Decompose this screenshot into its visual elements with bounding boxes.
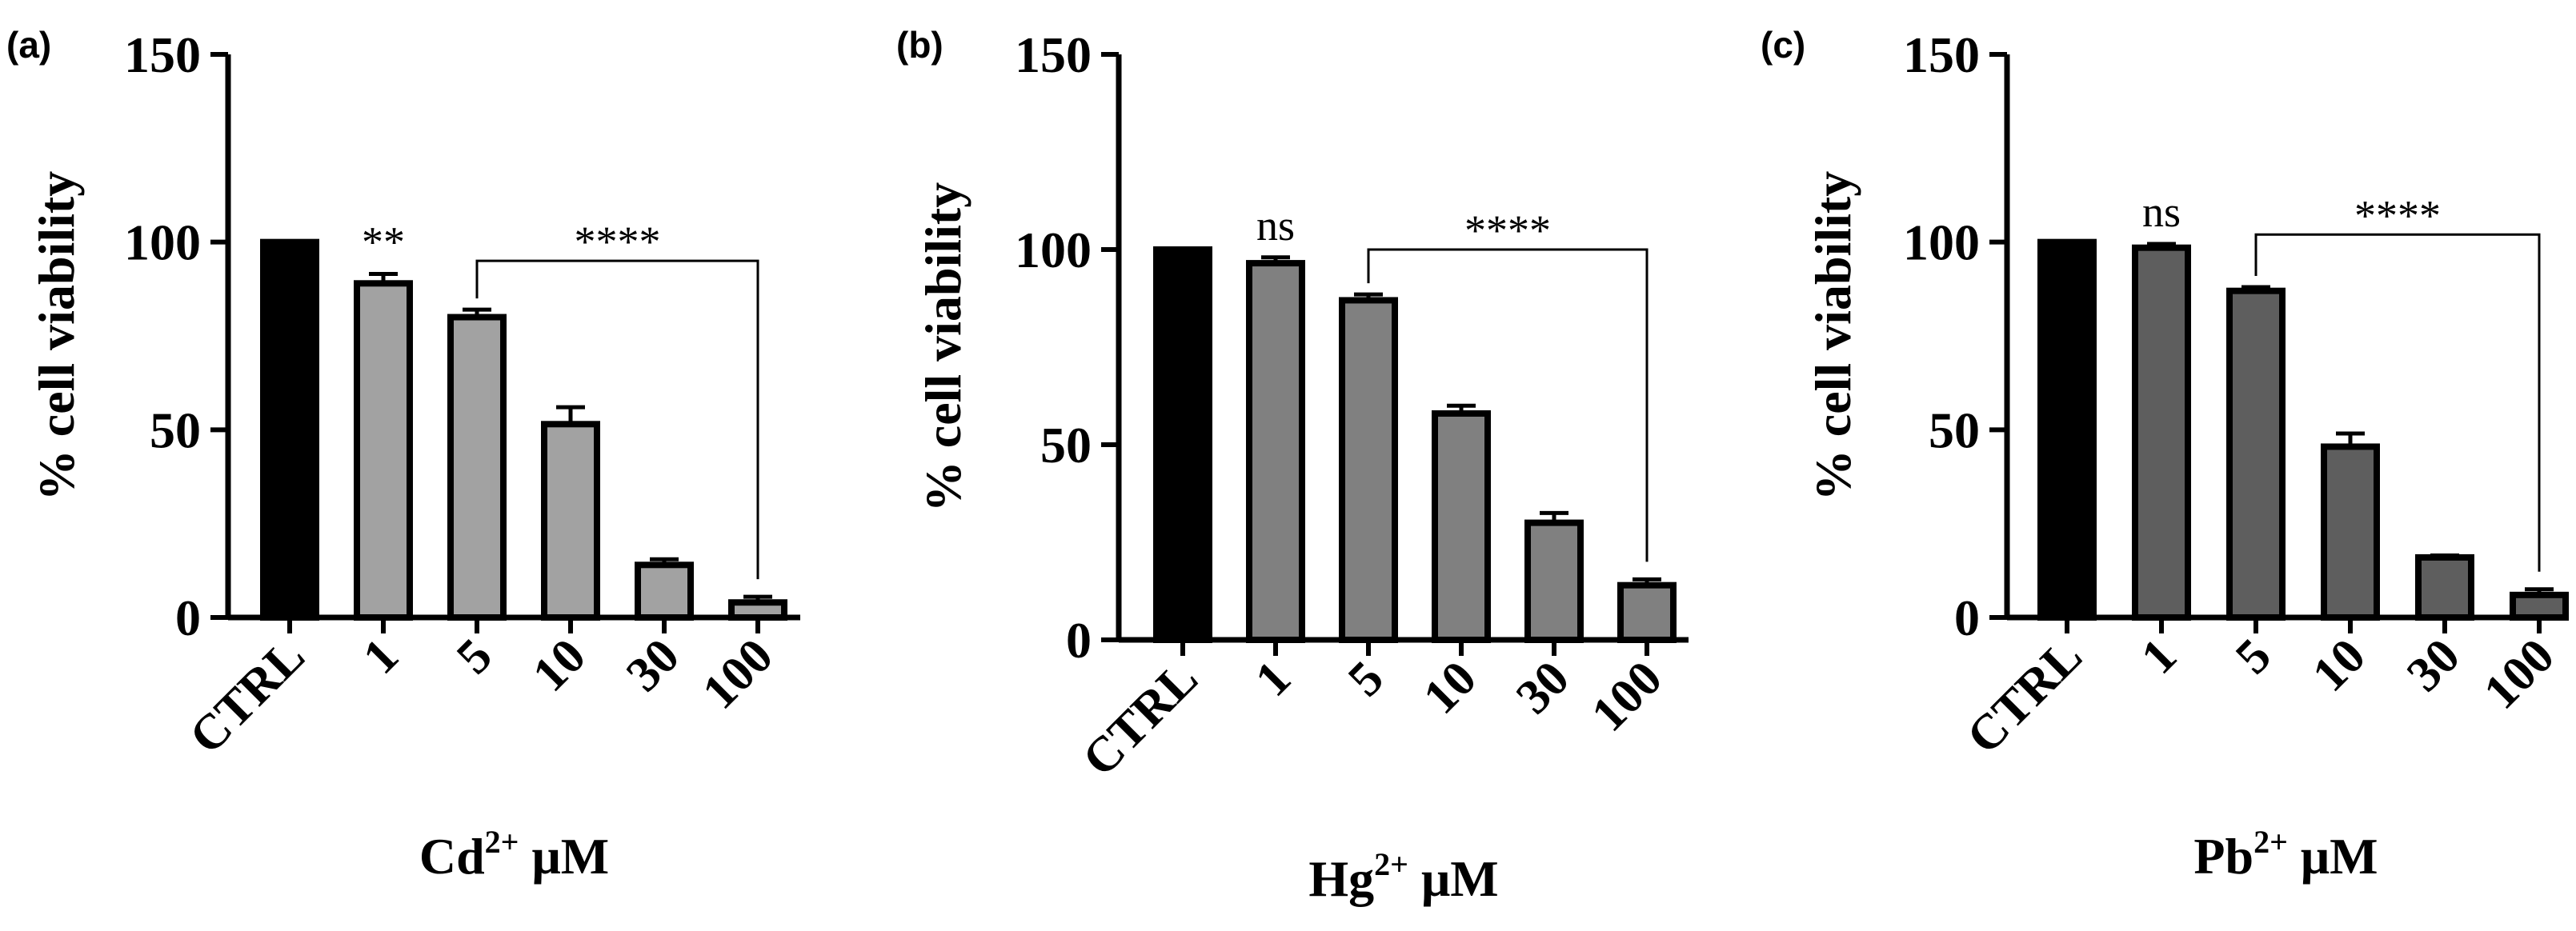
y-tick-label: 150 [124, 26, 201, 83]
error-bar [369, 272, 398, 284]
error-bar [1540, 510, 1568, 523]
x-tick-label: 100 [1581, 651, 1673, 742]
x-tick-label: 5 [1338, 651, 1394, 707]
x-tick-label: CTRL [1072, 651, 1208, 787]
y-tick-label: 0 [175, 589, 201, 646]
x-tick-label: 5 [447, 629, 503, 685]
bar-5 [2226, 287, 2286, 621]
bracket-annotation: **** [2354, 191, 2441, 239]
y-axis-label: % cell viability [1805, 171, 1861, 501]
significance-annotation: ** [362, 218, 405, 266]
x-tick-label: 30 [616, 629, 690, 702]
bracket-annotation: **** [1464, 206, 1551, 254]
bar-CTRL [260, 238, 319, 621]
x-axis-label: Hg2+ μM [1308, 846, 1498, 907]
y-tick-label: 50 [150, 402, 201, 458]
x-tick-label: CTRL [1957, 629, 2093, 765]
y-tick-label: 50 [1929, 402, 1980, 458]
bar-CTRL [1153, 246, 1212, 643]
bar-10 [541, 421, 600, 621]
error-bar [2241, 285, 2270, 291]
bar-5 [447, 314, 507, 621]
significance-annotation: ns [1256, 202, 1295, 250]
error-bar [1354, 292, 1383, 301]
x-tick-label: 1 [1245, 651, 1301, 707]
x-tick-label: CTRL [179, 629, 315, 765]
bar-30 [1524, 519, 1584, 643]
y-tick-label: 100 [1015, 222, 1092, 278]
x-tick-label: 100 [2474, 629, 2565, 720]
x-tick-label: 1 [2131, 629, 2187, 685]
x-tick-label: 10 [1413, 651, 1487, 725]
bar-10 [2321, 443, 2380, 621]
bar-1 [354, 280, 413, 621]
bar-1 [1246, 260, 1305, 643]
significance-bracket [2254, 233, 2541, 572]
error-bar [556, 405, 585, 425]
x-tick-label: 10 [2302, 629, 2376, 702]
panel-label: (a) [6, 24, 51, 66]
bar-5 [1339, 297, 1398, 643]
x-axis-label: Cd2+ μM [419, 824, 609, 885]
bar-100 [728, 599, 787, 621]
x-tick-label: 100 [692, 629, 783, 720]
x-tick-label: 30 [2397, 629, 2470, 702]
error-bar [743, 594, 772, 603]
significance-bracket [1367, 248, 1649, 562]
y-tick-label: 150 [1015, 26, 1092, 83]
y-tick-label: 0 [1066, 612, 1092, 669]
y-tick-label: 50 [1040, 417, 1092, 473]
error-bar [1633, 577, 1661, 585]
error-bar [2430, 553, 2459, 558]
error-bar [2147, 242, 2176, 248]
x-tick-label: 5 [2225, 629, 2282, 685]
x-tick-label: 10 [523, 629, 596, 702]
error-bar [2336, 431, 2365, 447]
bar-1 [2132, 244, 2191, 621]
significance-annotation: ns [2142, 188, 2181, 236]
y-axis-label: % cell viability [915, 182, 972, 512]
error-bar [1261, 255, 1290, 264]
y-tick-label: 0 [1954, 589, 1980, 646]
bar-10 [1432, 410, 1491, 644]
error-bar [1447, 403, 1476, 414]
error-bar [463, 307, 491, 318]
bar-30 [635, 561, 694, 621]
bar-CTRL [2037, 238, 2097, 621]
error-bar [650, 557, 679, 565]
x-axis-label: Pb2+ μM [2193, 824, 2378, 885]
y-tick-label: 100 [1903, 214, 1980, 271]
y-tick-label: 100 [124, 214, 201, 271]
error-bar [2525, 587, 2554, 595]
x-tick-label: 1 [353, 629, 409, 685]
x-tick-label: 30 [1506, 651, 1580, 725]
panel-label: (b) [896, 24, 943, 66]
panel-label: (c) [1761, 24, 1805, 66]
y-tick-label: 150 [1903, 26, 1980, 83]
bar-30 [2415, 553, 2474, 621]
bracket-annotation: **** [575, 218, 661, 266]
bar-100 [2510, 591, 2569, 621]
y-axis-label: % cell viability [28, 171, 85, 501]
bar-100 [1617, 581, 1677, 643]
significance-bracket [475, 259, 759, 580]
